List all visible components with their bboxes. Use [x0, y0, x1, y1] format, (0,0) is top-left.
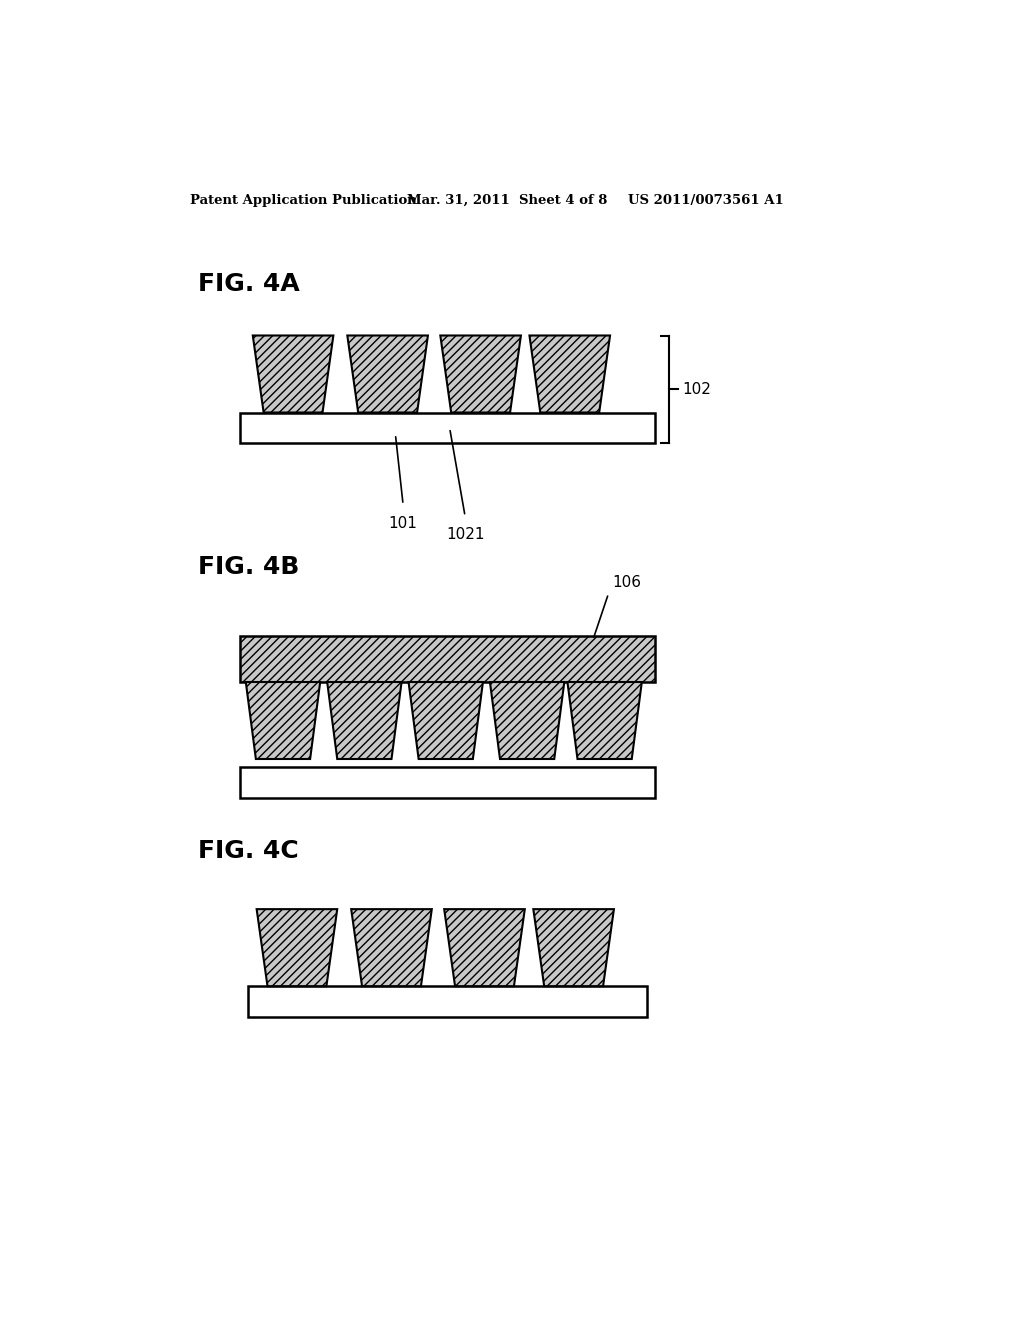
Bar — [241, 767, 655, 797]
Text: FIG. 4B: FIG. 4B — [198, 554, 299, 578]
Polygon shape — [444, 909, 524, 986]
Text: Patent Application Publication: Patent Application Publication — [190, 194, 417, 207]
Text: 106: 106 — [612, 574, 641, 590]
Text: FIG. 4C: FIG. 4C — [198, 840, 299, 863]
Text: FIG. 4A: FIG. 4A — [198, 272, 299, 296]
Text: US 2011/0073561 A1: US 2011/0073561 A1 — [628, 194, 783, 207]
Text: 101: 101 — [389, 516, 418, 531]
Polygon shape — [351, 909, 432, 986]
Text: Mar. 31, 2011  Sheet 4 of 8: Mar. 31, 2011 Sheet 4 of 8 — [407, 194, 607, 207]
Text: 102: 102 — [682, 381, 711, 397]
Polygon shape — [489, 682, 564, 759]
Bar — [241, 412, 655, 444]
Polygon shape — [246, 682, 321, 759]
Polygon shape — [529, 335, 610, 412]
Polygon shape — [347, 335, 428, 412]
Text: 1021: 1021 — [445, 527, 484, 543]
Bar — [241, 636, 655, 682]
Polygon shape — [253, 335, 334, 412]
Polygon shape — [257, 909, 337, 986]
Bar — [248, 986, 647, 1016]
Polygon shape — [534, 909, 614, 986]
Polygon shape — [328, 682, 401, 759]
Polygon shape — [440, 335, 521, 412]
Polygon shape — [409, 682, 483, 759]
Polygon shape — [567, 682, 642, 759]
